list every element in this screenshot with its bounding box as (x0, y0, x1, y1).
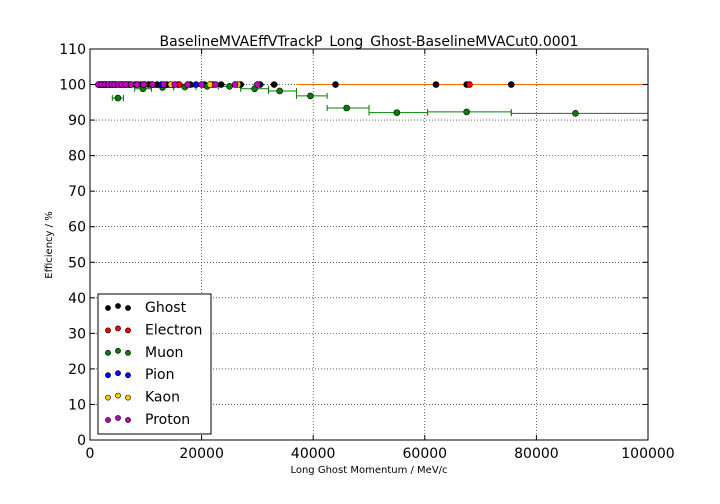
legend-marker (105, 372, 111, 379)
y-tick-label: 10 (68, 397, 86, 413)
legend-marker (125, 394, 131, 401)
y-tick-label: 50 (68, 255, 86, 271)
data-point-proton (122, 81, 130, 88)
legend-marker (115, 303, 121, 309)
legend-entry-electron: Electron (145, 322, 202, 338)
x-tick-label: 100000 (621, 446, 674, 462)
legend-box (97, 293, 212, 435)
data-point-proton (149, 81, 156, 88)
data-point-proton (198, 81, 205, 88)
y-tick-label: 40 (68, 291, 86, 307)
legend-marker (105, 327, 111, 334)
x-tick-label: 40000 (291, 446, 336, 462)
y-tick-label: 80 (68, 149, 86, 165)
legend-marker (115, 415, 121, 421)
data-point-proton (171, 81, 179, 88)
data-point-ghost (270, 81, 278, 88)
legend-entry-ghost: Ghost (145, 300, 187, 316)
legend-entry-proton: Proton (145, 412, 190, 428)
legend-entry-muon: Muon (145, 345, 183, 361)
x-tick-label: 80000 (514, 446, 559, 462)
data-point-proton (127, 81, 135, 88)
data-points (95, 81, 579, 117)
data-point-proton (160, 81, 167, 88)
data-point-ghost (432, 81, 440, 88)
data-point-proton (212, 81, 219, 88)
data-point-muon (393, 109, 401, 116)
legend-marker (125, 305, 131, 311)
legend-entry-kaon: Kaon (145, 390, 180, 406)
data-point-electron (466, 81, 473, 88)
legend: Ghost Electron Muon Pion Kaon Proton (97, 293, 212, 435)
data-point-pion (192, 81, 200, 88)
legend-marker (105, 349, 111, 356)
data-point-proton (184, 81, 191, 88)
x-axis-label: Long Ghost Momentum / MeV/c (290, 465, 447, 476)
y-tick-label: 20 (68, 362, 86, 378)
chart-title: BaselineMVAEffVTrackP_Long_Ghost-Baselin… (160, 34, 579, 50)
data-point-muon (226, 83, 233, 90)
plot-frame (89, 48, 649, 441)
data-point-muon (343, 104, 350, 112)
legend-marker (105, 305, 111, 311)
data-point-ghost (217, 81, 225, 88)
error-bars (94, 83, 648, 117)
legend-marker (115, 370, 121, 377)
legend-marker (125, 327, 131, 334)
data-point-kaon (206, 81, 214, 88)
y-tick-label: 90 (68, 113, 86, 129)
data-point-proton (231, 81, 239, 88)
data-point-muon (276, 87, 284, 95)
data-point-proton (254, 81, 261, 88)
legend-marker (105, 394, 111, 401)
y-tick-label: 60 (68, 220, 86, 236)
legend-marker (115, 325, 121, 332)
data-point-proton (140, 81, 147, 88)
data-point-ghost (507, 81, 515, 88)
x-tick-label: 0 (86, 446, 95, 462)
data-point-muon (114, 94, 122, 102)
y-tick-label: 0 (77, 433, 86, 449)
legend-marker (105, 417, 111, 423)
y-tick-label: 70 (68, 184, 86, 200)
y-tick-label: 100 (59, 78, 86, 94)
legend-entry-pion: Pion (145, 367, 174, 383)
x-tick-label: 20000 (179, 446, 224, 462)
legend-marker (125, 372, 131, 379)
x-tick-label: 60000 (403, 446, 448, 462)
data-point-muon (463, 108, 470, 116)
y-tick-label: 110 (59, 42, 86, 58)
legend-marker (115, 392, 121, 399)
data-point-proton (133, 81, 141, 88)
y-tick-label: 30 (68, 326, 86, 342)
data-point-ghost (332, 81, 339, 88)
legend-marker (115, 347, 121, 354)
legend-marker (125, 417, 131, 423)
y-axis-label: Efficiency / % (44, 211, 55, 278)
data-point-muon (307, 92, 314, 100)
legend-marker (125, 349, 131, 356)
data-point-muon (572, 110, 579, 117)
axis-ticks: 0 20000 40000 60000 80000 100000 0 10 20 30 40 50 60… (59, 42, 674, 462)
